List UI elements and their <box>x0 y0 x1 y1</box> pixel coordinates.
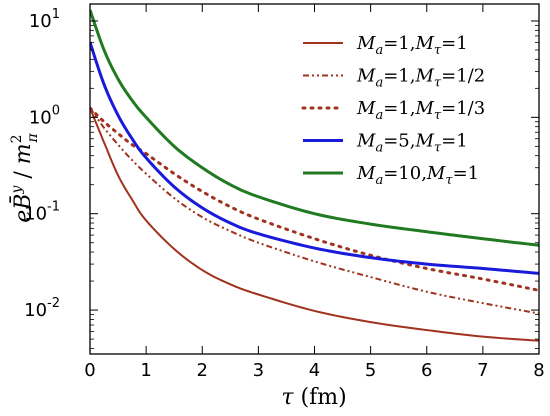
legend-label-3: Ma=1,Mτ=1/3 <box>356 98 485 123</box>
legend-label-4: Ma=5,Mτ=1 <box>356 131 468 156</box>
series-line-2 <box>90 107 539 315</box>
series-line-1 <box>90 107 539 342</box>
x-tick-label: 4 <box>309 360 320 381</box>
x-tick-label: 6 <box>421 360 432 381</box>
x-tick-label: 5 <box>365 360 376 381</box>
svg-text:eB̄y / m2π: eB̄y / m2π <box>9 132 41 222</box>
x-tick-label: 8 <box>533 360 544 381</box>
x-tick-label: 3 <box>253 360 264 381</box>
series-line-4 <box>90 41 539 275</box>
x-tick-label: 0 <box>84 360 95 381</box>
y-tick-label: 10-2 <box>24 296 60 321</box>
x-tick-label: 7 <box>477 360 488 381</box>
y-axis-title: eB̄y / m2π <box>9 132 41 222</box>
legend: Ma=1,Mτ=1 Ma=1,Mτ=1/2 Ma=1,Mτ=1/3 Ma=5,Mτ=1… <box>301 33 485 188</box>
series-line-5 <box>90 9 539 247</box>
x-tick-label: 2 <box>197 360 208 381</box>
y-tick-label: 10-1 <box>24 200 60 225</box>
x-tick-label: 1 <box>140 360 151 381</box>
y-tick-label: 100 <box>29 103 60 128</box>
x-axis-title: τ (fm) <box>281 385 346 410</box>
series-line-3 <box>90 106 539 292</box>
series-layer <box>90 9 539 342</box>
legend-label-2: Ma=1,Mτ=1/2 <box>356 66 485 91</box>
ticks-layer: 0 1 2 3 4 5 6 7 8 10-2 10-1 100 101 <box>24 4 545 381</box>
y-tick-label: 101 <box>29 7 60 32</box>
legend-label-1: Ma=1,Mτ=1 <box>356 33 468 58</box>
legend-label-5: Ma=10,Mτ=1 <box>356 163 479 188</box>
